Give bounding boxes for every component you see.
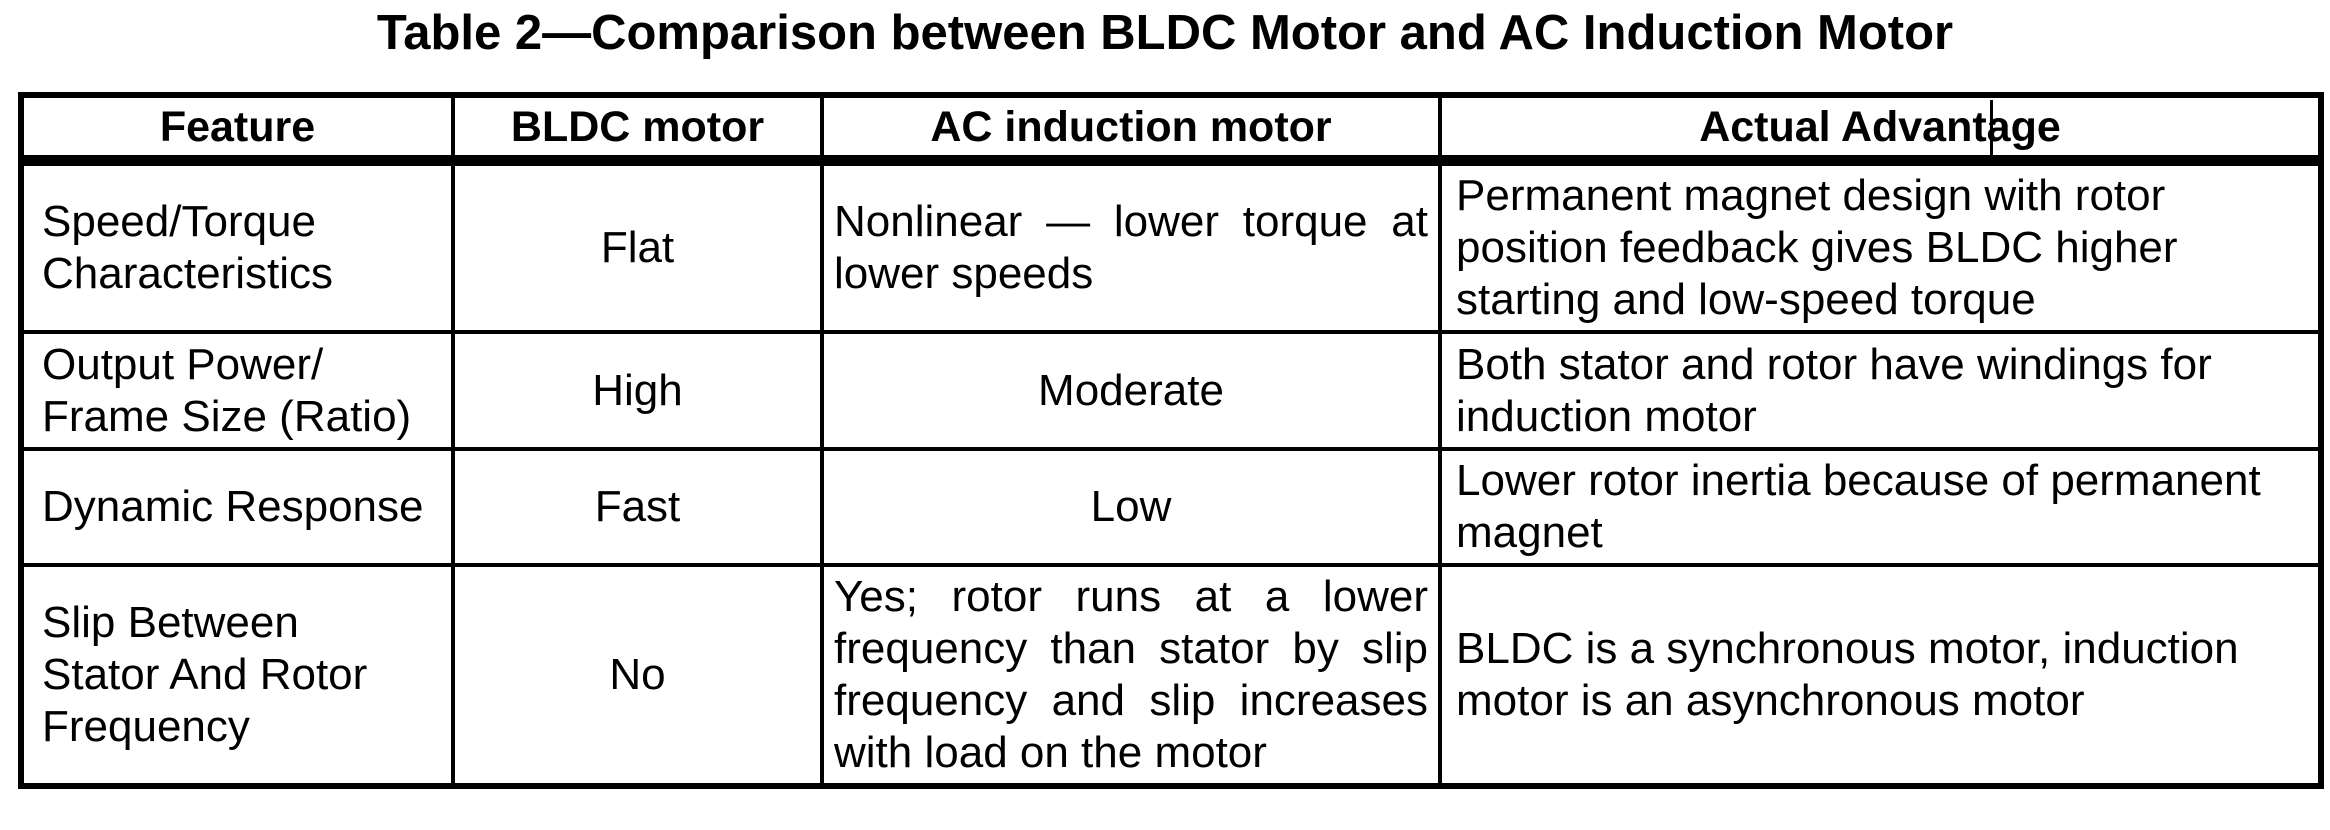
- table-row-speed-torque: Speed/Torque Characteristics Flat Nonlin…: [19, 158, 2323, 334]
- cell-actual-advantage[interactable]: Permanent magnet design with rotor posit…: [1438, 158, 2323, 334]
- col-header-actual-advantage-label: Actual Advantage: [1699, 102, 2061, 151]
- table-caption[interactable]: Table 2—Comparison between BLDC Motor an…: [376, 6, 1954, 60]
- table-header-row: Feature BLDC motor AC induction motor Ac…: [19, 93, 2323, 166]
- table-row-output-power: Output Power/ Frame Size (Ratio) High Mo…: [19, 330, 2323, 451]
- table-row-dynamic-response: Dynamic Response Fast Low Lower rotor in…: [19, 447, 2323, 567]
- cell-ac-induction-value[interactable]: Moderate: [820, 330, 1442, 451]
- cell-feature[interactable]: Speed/Torque Characteristics: [19, 158, 455, 334]
- cell-feature[interactable]: Dynamic Response: [19, 447, 455, 567]
- cell-feature[interactable]: Slip Between Stator And Rotor Frequency: [19, 563, 455, 788]
- text-cursor: [1990, 100, 1993, 150]
- col-header-feature[interactable]: Feature: [19, 93, 455, 166]
- cell-bldc-value[interactable]: Flat: [451, 158, 824, 334]
- col-header-actual-advantage[interactable]: Actual Advantage: [1438, 93, 2323, 166]
- cell-feature[interactable]: Output Power/ Frame Size (Ratio): [19, 330, 455, 451]
- cell-bldc-value[interactable]: High: [451, 330, 824, 451]
- cell-actual-advantage[interactable]: Both stator and rotor have windings for …: [1438, 330, 2323, 451]
- col-header-bldc-motor[interactable]: BLDC motor: [451, 93, 824, 166]
- cell-actual-advantage[interactable]: BLDC is a synchronous motor, induction m…: [1438, 563, 2323, 788]
- table-row-slip-frequency: Slip Between Stator And Rotor Frequency …: [19, 563, 2323, 788]
- cell-actual-advantage[interactable]: Lower rotor inertia because of permanent…: [1438, 447, 2323, 567]
- cell-bldc-value[interactable]: Fast: [451, 447, 824, 567]
- cell-ac-induction-value[interactable]: Yes; rotor runs at a lower frequency tha…: [820, 563, 1442, 788]
- cell-ac-induction-value[interactable]: Nonlinear — lower torque at lower speeds: [820, 158, 1442, 334]
- cell-bldc-value[interactable]: No: [451, 563, 824, 788]
- cell-ac-induction-value[interactable]: Low: [820, 447, 1442, 567]
- comparison-table: Feature BLDC motor AC induction motor Ac…: [18, 92, 2324, 789]
- col-header-ac-induction-motor[interactable]: AC induction motor: [820, 93, 1442, 166]
